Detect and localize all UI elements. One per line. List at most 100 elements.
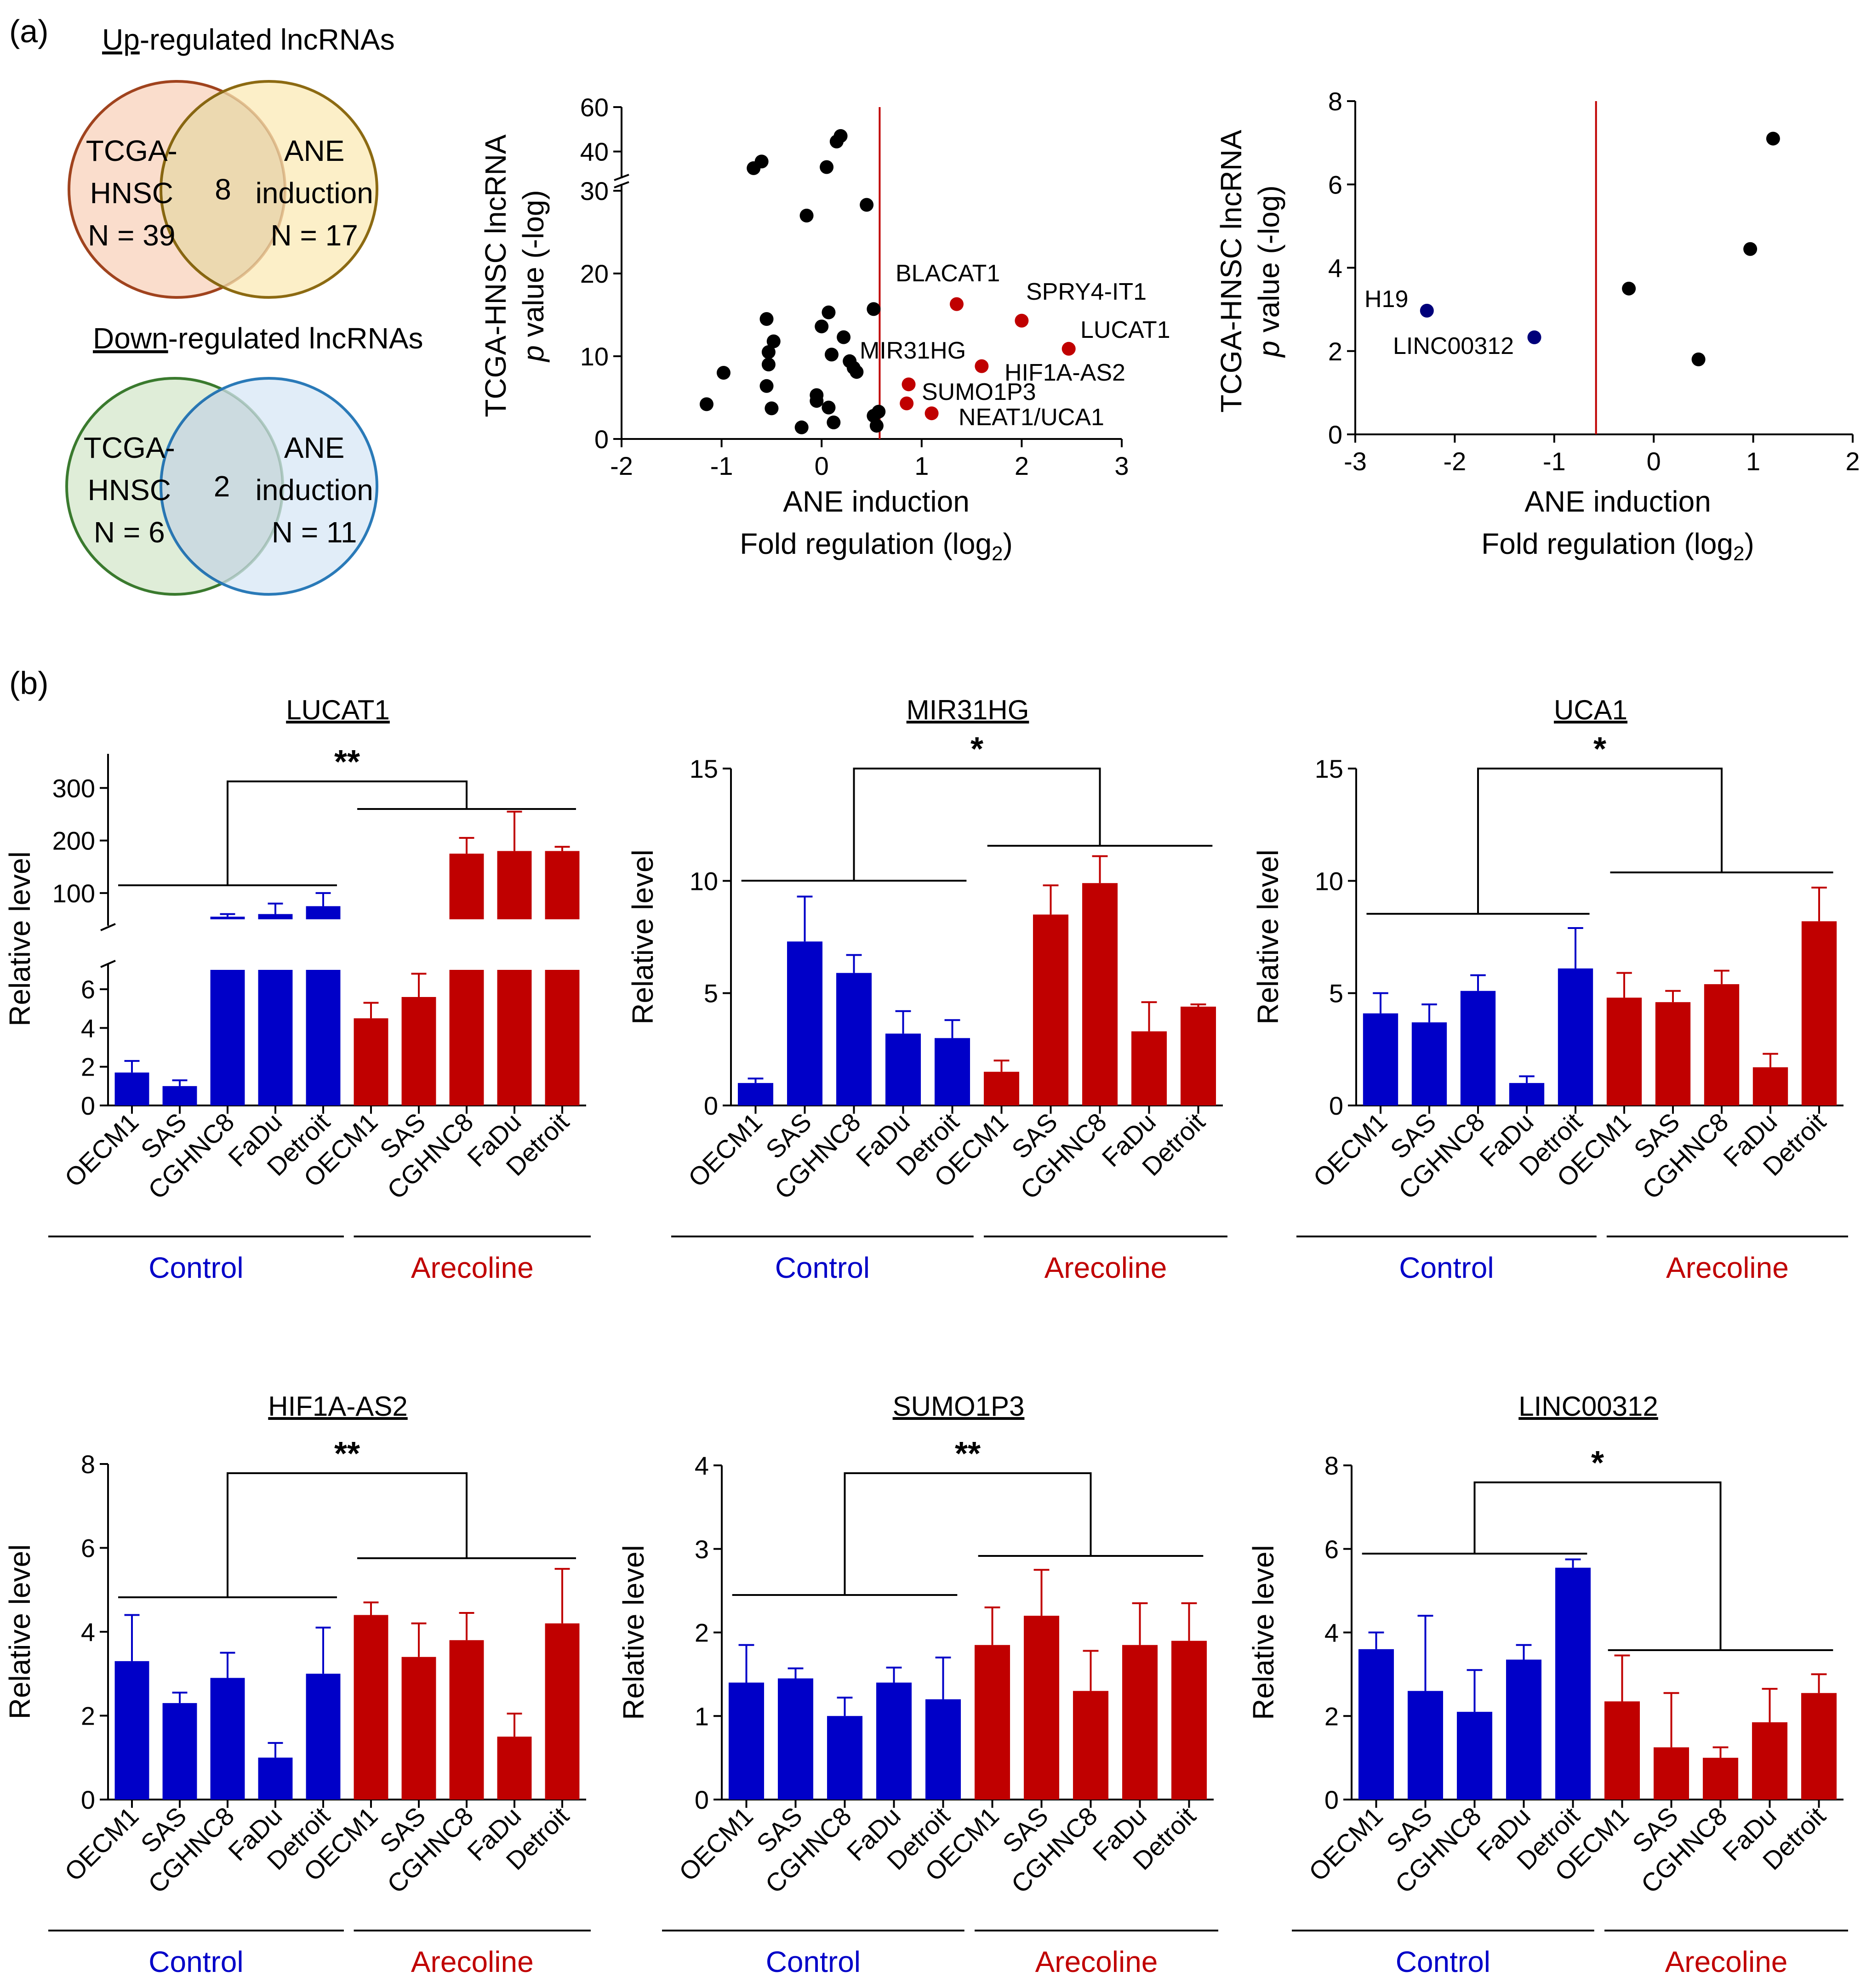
group-label-arecoline: Arecoline xyxy=(1665,1945,1788,1978)
point-label: BLACAT1 xyxy=(896,260,1000,287)
data-point xyxy=(867,302,881,316)
bar-upper-segment xyxy=(449,854,484,919)
bar-chart-hif1a_as2: 02468OECM1SASCGHNC8FaDuDetroitOECM1SASCG… xyxy=(3,1391,591,1978)
bar xyxy=(974,1645,1010,1800)
chart-title: LINC00312 xyxy=(1518,1391,1658,1422)
axis-break-mark xyxy=(614,174,629,181)
group-label-control: Control xyxy=(775,1251,870,1284)
x-axis-label-2: Fold regulation (log2) xyxy=(1481,527,1754,565)
data-point-highlight xyxy=(1015,313,1029,328)
bar xyxy=(1411,1022,1447,1105)
bar xyxy=(1023,1616,1060,1800)
data-point xyxy=(833,129,848,143)
y-tick-label: 2 xyxy=(1324,1702,1339,1731)
significance-bracket xyxy=(1477,768,1723,914)
venn-up-right-text: N = 17 xyxy=(271,219,358,252)
bar xyxy=(728,1682,765,1800)
point-label: LUCAT1 xyxy=(1080,317,1170,343)
y-axis-label: Relative level xyxy=(626,849,659,1025)
data-point xyxy=(869,419,884,433)
bar-upper-segment xyxy=(497,851,532,919)
bar xyxy=(1358,1649,1394,1800)
bar xyxy=(354,1615,388,1800)
category-label: OECM1 xyxy=(673,1801,759,1886)
bar xyxy=(1653,1747,1689,1800)
bar xyxy=(114,1072,149,1105)
data-point xyxy=(759,379,774,393)
chart-title: UCA1 xyxy=(1554,695,1627,725)
data-point xyxy=(810,394,824,408)
bar-chart-lucat1: 0246100200300OECM1SASCGHNC8FaDuDetroitOE… xyxy=(3,695,591,1284)
y-tick-label: 6 xyxy=(1328,170,1342,199)
bar xyxy=(162,1086,197,1105)
y-tick-label: 0 xyxy=(1324,1785,1339,1814)
y-tick-label: 15 xyxy=(1315,754,1343,783)
bar xyxy=(114,1661,149,1800)
data-point xyxy=(794,420,809,434)
y-axis-label: Relative level xyxy=(3,1544,36,1720)
venn-down-overlap-area xyxy=(161,378,283,594)
data-point-highlight xyxy=(975,359,989,373)
significance-bracket xyxy=(1473,1481,1722,1650)
y-tick-label: 8 xyxy=(81,1450,95,1479)
significance-marker: * xyxy=(1591,1445,1604,1481)
bar xyxy=(545,1623,580,1800)
bar xyxy=(1752,1722,1788,1800)
bar xyxy=(777,1678,814,1800)
scatter-up: -2 -1 0 1 2 301020304060SUMO1P3MIR31HGNEAT1/U… xyxy=(479,93,1170,565)
group-label-arecoline: Arecoline xyxy=(1044,1251,1167,1284)
y-axis-label-line1: TCGA-HNSC lncRNA xyxy=(479,134,512,417)
bar xyxy=(1752,1067,1788,1105)
bar xyxy=(1801,1693,1837,1800)
y-tick-label: 0 xyxy=(594,425,609,454)
category-label: OECM1 xyxy=(59,1107,144,1192)
data-point xyxy=(824,347,839,362)
y-tick-label: 3 xyxy=(695,1535,709,1564)
bar xyxy=(449,1640,484,1800)
point-label: LINC00312 xyxy=(1393,333,1514,359)
data-point xyxy=(1622,281,1636,296)
bar xyxy=(1509,1083,1545,1105)
x-axis-label: ANE induction xyxy=(783,485,970,518)
y-tick-label: 8 xyxy=(1324,1451,1339,1480)
group-label-arecoline: Arecoline xyxy=(411,1945,534,1978)
x-tick-label: 1 xyxy=(1746,447,1760,476)
data-point xyxy=(759,312,774,326)
x-tick-label: -1 xyxy=(1543,447,1566,476)
venn-down-right-text: N = 11 xyxy=(272,516,357,549)
y-axis-label: Relative level xyxy=(1247,1545,1280,1720)
bar xyxy=(306,970,341,1105)
bar xyxy=(258,970,293,1105)
venn-up-left-text: TCGA- xyxy=(86,134,177,167)
significance-marker: * xyxy=(970,731,983,768)
significance-marker: ** xyxy=(334,744,360,780)
venn-down-left-text: N = 6 xyxy=(94,516,165,549)
x-tick-label: 1 xyxy=(914,451,929,480)
venn-up-title: Up-regulated lncRNAs xyxy=(102,23,395,56)
bar-upper-segment xyxy=(258,914,293,919)
y-tick-label: 4 xyxy=(81,1014,95,1042)
bar xyxy=(787,941,823,1105)
point-label: MIR31HG xyxy=(860,337,966,364)
bar xyxy=(1702,1758,1739,1800)
significance-bracket xyxy=(227,780,468,885)
group-label-arecoline: Arecoline xyxy=(1666,1251,1789,1284)
bar xyxy=(737,1083,774,1105)
venn-down: Down-regulated lncRNAs TCGA- HNSC N = 6 ANE i… xyxy=(65,322,423,596)
venn-up-overlap-area xyxy=(161,81,285,297)
venn-down-left-text: HNSC xyxy=(88,473,171,507)
y-tick-label: 2 xyxy=(695,1618,709,1647)
y-tick-label: 2 xyxy=(81,1702,95,1731)
point-label: HIF1A-AS2 xyxy=(1004,359,1125,386)
bar xyxy=(1704,984,1740,1105)
bar xyxy=(401,997,436,1105)
venn-up: Up-regulated lncRNAs TCGA- HNSC N = 39 ANE in… xyxy=(68,23,395,299)
y-tick-label: 0 xyxy=(695,1785,709,1814)
y-tick-label: 40 xyxy=(580,137,609,166)
bar xyxy=(1604,1701,1640,1800)
y-tick-label: 5 xyxy=(704,979,718,1008)
x-tick-label: 0 xyxy=(815,451,829,480)
group-label-control: Control xyxy=(766,1945,861,1978)
y-tick-label: 2 xyxy=(81,1053,95,1082)
